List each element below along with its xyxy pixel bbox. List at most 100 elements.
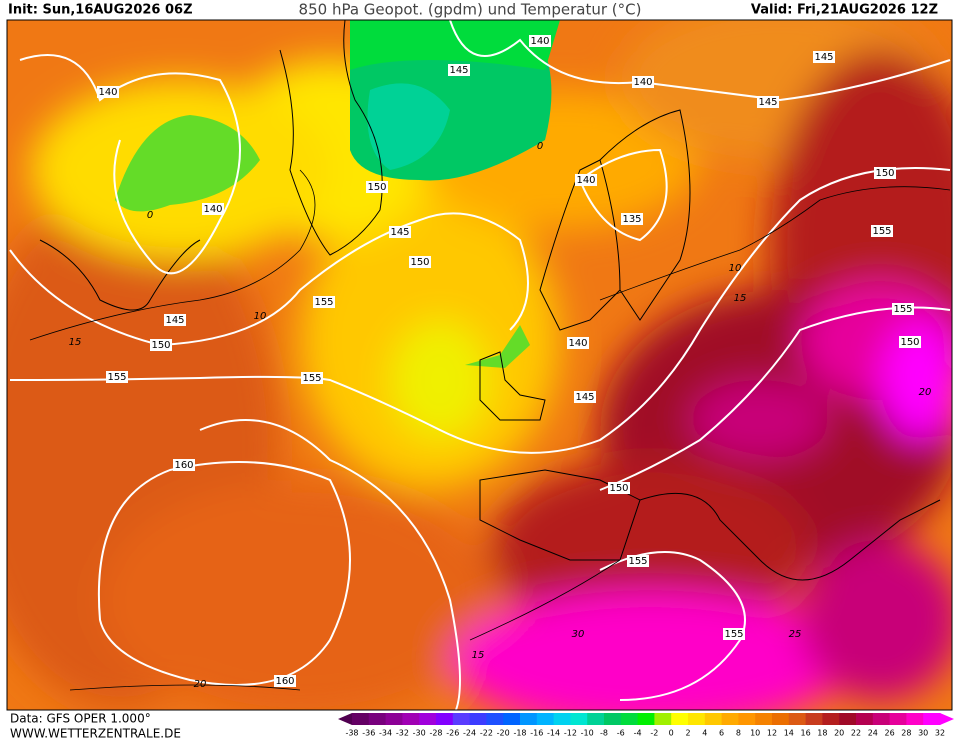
colorbar-swatch (570, 713, 588, 725)
website: WWW.WETTERZENTRALE.DE (10, 727, 181, 741)
label-box (106, 371, 128, 383)
colorbar-label: -8 (600, 729, 608, 738)
colorbar-label: 10 (750, 729, 760, 738)
label-box (173, 459, 195, 471)
geopotential-label: 150 (367, 182, 386, 193)
colorbar-label: -16 (530, 729, 543, 738)
geopotential-label: 145 (814, 52, 833, 63)
geopotential-label: 150 (410, 257, 429, 268)
label-box (874, 167, 896, 179)
geopotential-label: 150 (151, 340, 170, 351)
temperature-label: 20 (194, 679, 207, 690)
temperature-label: 0 (147, 210, 153, 221)
temperature-label: 15 (734, 293, 747, 304)
geopotential-label: 145 (165, 315, 184, 326)
colorbar-label: -10 (581, 729, 594, 738)
geopotential-label: 150 (875, 168, 894, 179)
label-box (301, 372, 323, 384)
geopotential-label: 155 (872, 226, 891, 237)
colorbar-swatch (637, 713, 655, 725)
geopotential-label: 155 (314, 297, 333, 308)
colorbar-label: 6 (719, 729, 724, 738)
label-box (813, 51, 835, 63)
colorbar-swatch (368, 713, 387, 725)
geopotential-label: 145 (758, 97, 777, 108)
label-box (608, 482, 630, 494)
geopotential-label: 155 (893, 304, 912, 315)
colorbar-swatch (923, 713, 941, 725)
label-box (575, 174, 597, 186)
colorbar-swatch (688, 713, 706, 725)
label-box (899, 336, 921, 348)
temperature-label: 15 (69, 337, 82, 348)
geopotential-label: 140 (203, 204, 222, 215)
colorbar-label: 24 (868, 729, 878, 738)
colorbar-label: 30 (918, 729, 928, 738)
colorbar-label: -2 (650, 729, 658, 738)
colorbar-swatch (654, 713, 672, 725)
temperature-label: 25 (789, 629, 802, 640)
label-box (409, 256, 431, 268)
colorbar-label: 12 (767, 729, 777, 738)
geopotential-label: 155 (724, 629, 743, 640)
geopotential-label: 140 (98, 87, 117, 98)
colorbar-swatch (889, 713, 907, 725)
label-box (202, 203, 224, 215)
colorbar-swatch (419, 713, 437, 725)
colorbar-swatch (486, 713, 504, 725)
label-box (574, 391, 596, 403)
geopotential-label: 150 (900, 337, 919, 348)
colorbar-swatch (352, 713, 370, 725)
temperature-label: 20 (919, 387, 932, 398)
label-box (448, 64, 470, 76)
map-title: 850 hPa Geopot. (gpdm) und Temperatur (°… (299, 1, 642, 19)
colorbar-label: -4 (634, 729, 642, 738)
colorbar-label: -20 (497, 729, 510, 738)
colorbar-swatch (788, 713, 807, 725)
colorbar-swatch (452, 713, 471, 725)
geopotential-label: 145 (575, 392, 594, 403)
colorbar-swatch (856, 713, 874, 725)
colorbar-swatch (906, 713, 924, 725)
colorbar-label: 20 (834, 729, 844, 738)
colorbar-label: 4 (702, 729, 707, 738)
colorbar-label: -12 (564, 729, 577, 738)
colorbar-label: -32 (396, 729, 409, 738)
label-box (632, 76, 654, 88)
label-box (164, 314, 186, 326)
colorbar-swatch (755, 713, 773, 725)
colorbar-arrow (338, 713, 352, 725)
colorbar-label: 16 (801, 729, 811, 738)
geopotential-label: 155 (107, 372, 126, 383)
colorbar-label: -26 (446, 729, 459, 738)
geopotential-label: 135 (622, 214, 641, 225)
label-box (313, 296, 335, 308)
colorbar-label: -30 (413, 729, 426, 738)
colorbar-label: 22 (851, 729, 861, 738)
geopotential-label: 145 (449, 65, 468, 76)
temperature-label: 0 (537, 141, 543, 152)
colorbar-arrow (940, 713, 954, 725)
temperature-label: 10 (729, 263, 742, 274)
colorbar-label: 32 (935, 729, 945, 738)
colorbar-label: -28 (429, 729, 442, 738)
data-source: Data: GFS OPER 1.000° (10, 712, 151, 726)
label-box (274, 675, 296, 687)
geopotential-label: 140 (568, 338, 587, 349)
geopotential-label: 140 (633, 77, 652, 88)
colorbar-label: 8 (736, 729, 741, 738)
geopotential-label: 145 (390, 227, 409, 238)
label-box (150, 339, 172, 351)
init-time: Init: Sun,16AUG2026 06Z (8, 3, 193, 18)
colorbar-swatch (469, 713, 487, 725)
colorbar-label: 14 (784, 729, 794, 738)
label-box (723, 628, 745, 640)
colorbar-swatch (402, 713, 420, 725)
colorbar-label: -38 (345, 729, 358, 738)
colorbar-label: -14 (547, 729, 560, 738)
label-box (621, 213, 643, 225)
geopotential-label: 160 (275, 676, 294, 687)
label-box (529, 35, 551, 47)
colorbar-swatch (872, 713, 891, 725)
temperature-label: 30 (572, 629, 585, 640)
